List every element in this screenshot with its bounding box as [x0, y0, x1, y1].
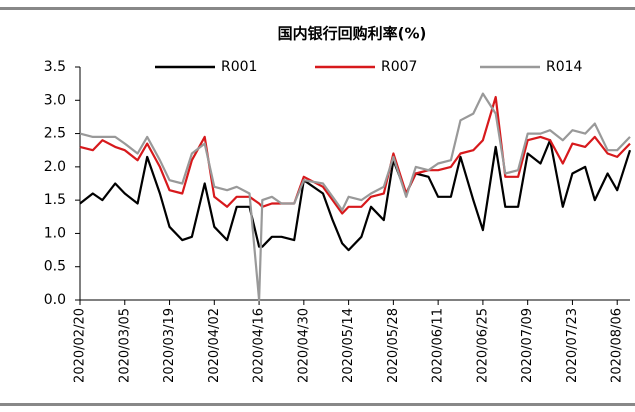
series-line	[79, 95, 631, 215]
legend-label: R007	[381, 59, 417, 75]
y-tick-label: 3.5	[44, 59, 66, 75]
y-tick-label: 0.0	[44, 292, 66, 308]
x-tick-label: 2020/05/28	[386, 308, 401, 383]
y-tick-label: 2.0	[44, 159, 66, 175]
y-tick-label: 1.0	[44, 225, 66, 241]
x-tick-label: 2020/04/16	[252, 308, 267, 383]
x-tick-label: 2020/07/09	[520, 308, 535, 383]
series-line	[79, 139, 632, 252]
y-tick-label: 2.5	[44, 126, 66, 142]
x-tick-label: 2020/05/14	[341, 308, 356, 383]
x-tick-label: 2020/04/30	[296, 308, 311, 383]
y-tick-label: 1.5	[44, 192, 66, 208]
x-tick-label: 2020/03/19	[162, 308, 177, 383]
y-tick-label: 3.0	[44, 92, 66, 108]
x-tick-label: 2020/06/25	[475, 308, 490, 383]
x-tick-label: 2020/03/05	[117, 308, 132, 383]
x-tick-label: 2020/07/23	[565, 308, 580, 383]
x-tick-label: 2020/02/20	[73, 308, 88, 383]
x-tick-label: 2020/06/11	[431, 308, 446, 383]
legend-label: R014	[546, 59, 583, 75]
x-tick-label: 2020/08/06	[610, 308, 625, 383]
series-line	[79, 92, 631, 302]
top-rule	[0, 7, 635, 10]
legend-label: R001	[221, 59, 257, 75]
x-tick-label: 2020/04/02	[207, 308, 222, 383]
chart-title: 国内银行回购利率(%)	[278, 25, 427, 43]
bottom-rule	[0, 403, 635, 406]
y-tick-label: 0.5	[44, 259, 66, 275]
